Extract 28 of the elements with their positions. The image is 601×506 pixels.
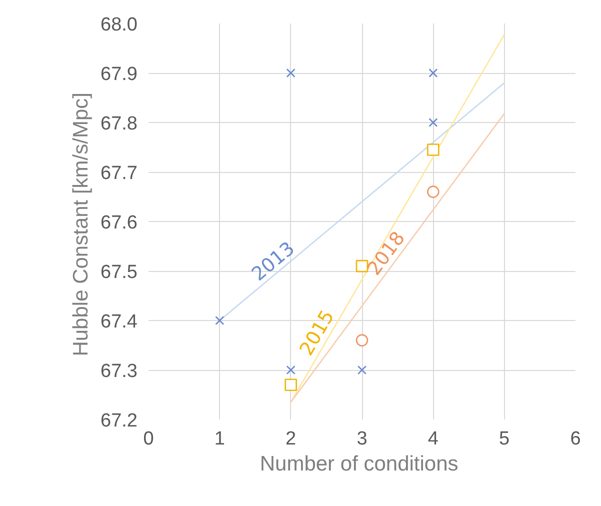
point <box>286 68 296 78</box>
point <box>356 334 368 346</box>
y-tick-label: 68.0 <box>100 14 138 36</box>
x-tick-label: 1 <box>214 428 225 450</box>
point <box>427 186 440 198</box>
x-tick-label: 0 <box>143 428 154 450</box>
x-axis-title: Number of conditions <box>260 452 458 476</box>
x-tick-label: 5 <box>499 428 510 450</box>
y-tick-label: 67.7 <box>100 163 138 184</box>
x-tick-label: 4 <box>428 428 439 450</box>
point <box>215 316 224 326</box>
x-tick-label: 2 <box>286 428 296 450</box>
y-tick-label: 67.5 <box>100 262 138 283</box>
y-tick-label: 67.3 <box>100 361 138 382</box>
y-tick-label: 67.9 <box>100 64 138 85</box>
y-tick-label: 67.4 <box>100 312 138 332</box>
point <box>428 118 438 128</box>
y-tick-label: 67.2 <box>100 410 138 432</box>
y-tick-label: 67.8 <box>100 114 138 134</box>
x-tick-label: 3 <box>356 428 368 450</box>
point <box>357 365 367 375</box>
y-axis-title: Hubble Constant [km/s/Mpc] <box>70 92 93 356</box>
point <box>286 365 296 375</box>
point <box>284 378 297 391</box>
x-tick-label: 6 <box>570 428 581 450</box>
point <box>427 144 440 156</box>
point <box>428 68 438 78</box>
y-tick-label: 67.6 <box>100 212 138 234</box>
